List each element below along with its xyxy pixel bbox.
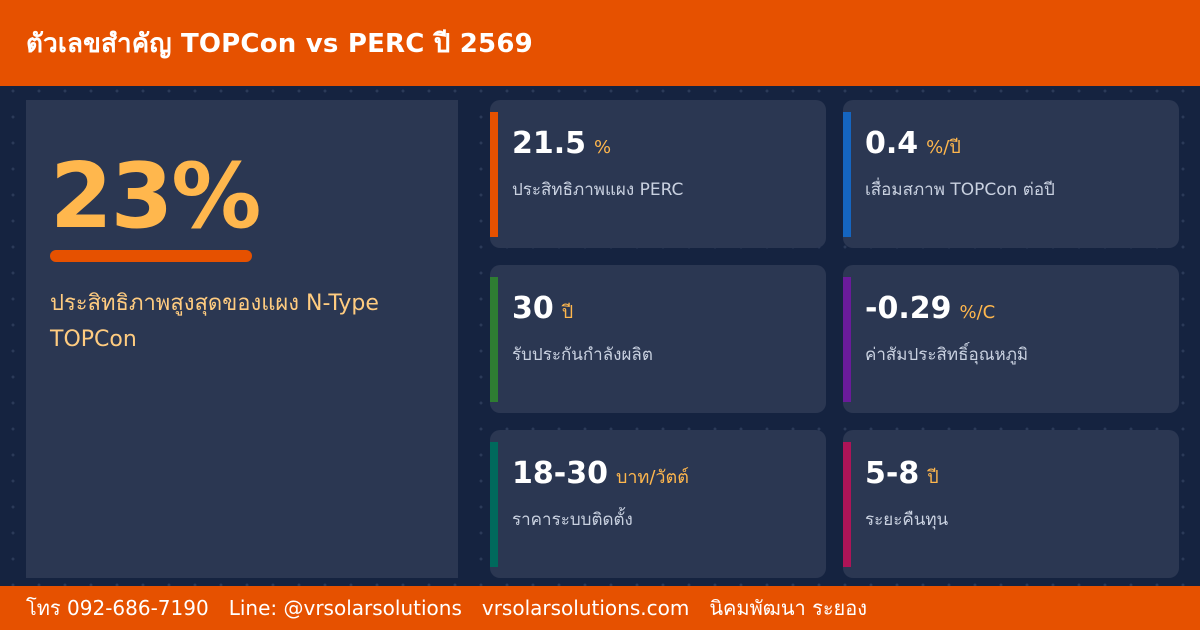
header-bar: ตัวเลขสำคัญ TOPCon vs PERC ปี 2569 bbox=[0, 0, 1200, 86]
footer-phone[interactable]: โทร 092-686-7190 bbox=[26, 596, 209, 620]
card-unit: %/C bbox=[959, 302, 996, 323]
card-value: 18-30 bbox=[512, 456, 608, 491]
footer-line-id[interactable]: Line: @vrsolarsolutions bbox=[228, 596, 462, 620]
card-value: 30 bbox=[512, 291, 554, 326]
hero-underline bbox=[50, 250, 252, 262]
card-unit: % bbox=[594, 137, 612, 158]
card-unit: ปี bbox=[561, 302, 574, 323]
hero-value: 23% bbox=[50, 144, 261, 249]
card-label: ค่าสัมประสิทธิ์อุณหภูมิ bbox=[865, 345, 1029, 365]
card-accent-bar bbox=[843, 442, 851, 567]
page-title: ตัวเลขสำคัญ TOPCon vs PERC ปี 2569 bbox=[26, 28, 533, 59]
footer-location: นิคมพัฒนา ระยอง bbox=[709, 596, 868, 620]
card-value: 0.4 bbox=[865, 126, 919, 161]
card-accent-bar bbox=[490, 442, 498, 567]
card-label: ระยะคืนทุน bbox=[865, 510, 949, 530]
card-unit: ปี bbox=[927, 467, 939, 488]
card-label: ประสิทธิภาพแผง PERC bbox=[512, 180, 684, 200]
card-label: รับประกันกำลังผลิต bbox=[512, 345, 653, 365]
footer-website-link[interactable]: vrsolarsolutions.com bbox=[481, 596, 690, 620]
stat-card-warranty: 30 ปี รับประกันกำลังผลิต bbox=[490, 265, 826, 413]
card-unit: บาท/วัตต์ bbox=[615, 467, 689, 488]
card-value: -0.29 bbox=[865, 291, 952, 326]
stat-card-degradation: 0.4 %/ปี เสื่อมสภาพ TOPCon ต่อปี bbox=[843, 100, 1179, 248]
card-label: ราคาระบบติดตั้ง bbox=[512, 510, 633, 530]
card-unit: %/ปี bbox=[926, 137, 961, 158]
stat-card-payback: 5-8 ปี ระยะคืนทุน bbox=[843, 430, 1179, 578]
stat-card-perc-efficiency: 21.5% ประสิทธิภาพแผง PERC bbox=[490, 100, 826, 248]
card-accent-bar bbox=[843, 112, 851, 237]
card-label: เสื่อมสภาพ TOPCon ต่อปี bbox=[865, 180, 1055, 200]
stat-card-install-price: 18-30 บาท/วัตต์ ราคาระบบติดตั้ง bbox=[490, 430, 826, 578]
stat-card-temp-coefficient: -0.29 %/C ค่าสัมประสิทธิ์อุณหภูมิ bbox=[843, 265, 1179, 413]
hero-card: 23% ประสิทธิภาพสูงสุดของแผง N-Type TOPCo… bbox=[26, 100, 458, 578]
card-accent-bar bbox=[490, 277, 498, 402]
card-accent-bar bbox=[490, 112, 498, 237]
card-value: 5-8 bbox=[865, 456, 920, 491]
hero-caption: ประสิทธิภาพสูงสุดของแผง N-Type TOPCon bbox=[50, 291, 379, 352]
card-value: 21.5 bbox=[512, 126, 587, 161]
footer-bar: โทร 092-686-7190 Line: @vrsolarsolutions… bbox=[0, 586, 1200, 630]
card-accent-bar bbox=[843, 277, 851, 402]
